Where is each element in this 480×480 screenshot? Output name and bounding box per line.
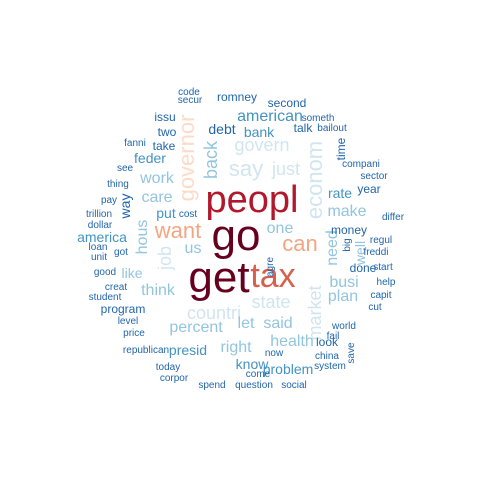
word-bailout: bailout [317, 123, 347, 134]
word-spend: spend [198, 380, 226, 391]
word-said: said [263, 315, 293, 332]
word-peopl: peopl [205, 179, 299, 221]
word-like: like [121, 265, 143, 281]
word-let: let [237, 315, 255, 332]
word-good: good [93, 267, 117, 278]
word-money: money [330, 223, 368, 237]
word-want: want [154, 218, 202, 243]
word-governor: governor [174, 114, 199, 202]
word-busi: busi [329, 274, 359, 291]
word-american: american [237, 108, 303, 125]
word-right: right [220, 339, 252, 356]
word-percent: percent [169, 319, 223, 336]
word-think: think [141, 282, 175, 299]
word-price: price [123, 328, 145, 339]
word-start: start [373, 262, 393, 273]
word-tax: tax [250, 257, 296, 295]
word-trillion: trillion [85, 209, 113, 220]
word-work: work [140, 170, 174, 187]
word-back: back [201, 140, 221, 180]
word-help: help [376, 277, 396, 288]
word-world: world [332, 321, 356, 332]
word-regul: regul [369, 235, 393, 246]
word-got: got [114, 247, 128, 258]
word-save: save [346, 342, 357, 364]
word-come: come [245, 369, 271, 380]
word-state: state [251, 292, 291, 312]
word-someth: someth [301, 113, 335, 124]
word-social: social [281, 380, 307, 391]
word-republican: republican [122, 345, 170, 356]
word-health: health [270, 333, 314, 350]
word-debt: debt [208, 121, 236, 137]
word-question: question [235, 380, 273, 391]
word-differ: differ [381, 212, 405, 223]
word-countri: countri [186, 303, 242, 323]
word-job: job [155, 245, 175, 271]
word-problem: problem [262, 361, 314, 377]
word-us: us [184, 240, 202, 257]
word-level: level [117, 316, 139, 327]
word-freddi: freddi [363, 247, 389, 258]
word-second: second [267, 96, 307, 110]
word-america: america [77, 229, 127, 245]
word-code: code [178, 87, 200, 98]
word-done: done [349, 261, 377, 275]
word-loan: loan [88, 242, 108, 253]
word-put: put [156, 205, 176, 221]
word-romney: romney [216, 90, 258, 104]
word-hous: hous [134, 219, 151, 255]
word-program: program [100, 302, 146, 316]
word-thing: thing [107, 179, 129, 190]
word-dollar: dollar [87, 220, 113, 231]
word-pay: pay [100, 195, 118, 206]
word-presid: presid [168, 342, 208, 358]
word-talk: talk [293, 121, 313, 135]
word-corpor: corpor [159, 373, 189, 384]
word-see: see [116, 163, 134, 174]
word-two: two [157, 125, 177, 139]
word-govern: govern [234, 135, 290, 155]
word-creat: creat [104, 282, 128, 293]
word-just: just [271, 159, 301, 179]
word-make: make [327, 203, 367, 220]
word-bank: bank [243, 124, 275, 140]
word-today: today [155, 362, 181, 373]
word-capit: capit [370, 290, 392, 301]
word-know: know [235, 356, 269, 372]
word-year: year [357, 182, 381, 196]
word-cost: cost [178, 209, 198, 220]
word-sector: sector [360, 171, 388, 182]
word-econom: econom [302, 140, 327, 220]
word-can: can [282, 231, 318, 256]
word-look: look [315, 335, 339, 349]
word-rate: rate [327, 185, 353, 201]
word-care: care [141, 189, 173, 206]
word-feder: feder [134, 150, 166, 166]
word-system: system [314, 361, 346, 372]
word-unit: unit [90, 252, 108, 263]
word-say: say [228, 156, 264, 181]
word-secur: secur [177, 95, 203, 106]
word-plan: plan [327, 288, 359, 305]
word-agre: agre [265, 256, 276, 278]
word-cut: cut [368, 302, 382, 313]
word-go: go [211, 211, 261, 260]
word-compani: compani [342, 159, 380, 170]
word-one: one [266, 220, 294, 237]
word-way: way [117, 193, 133, 219]
word-fail: fail [326, 331, 340, 342]
word-take: take [152, 139, 176, 153]
word-time: time [334, 137, 348, 161]
word-student: student [88, 292, 122, 303]
word-fanni: fanni [124, 138, 146, 149]
word-china: china [315, 351, 339, 362]
word-get: get [188, 253, 250, 302]
word-issu: issu [154, 110, 176, 124]
word-big: big [342, 238, 353, 252]
word-now: now [264, 348, 284, 359]
